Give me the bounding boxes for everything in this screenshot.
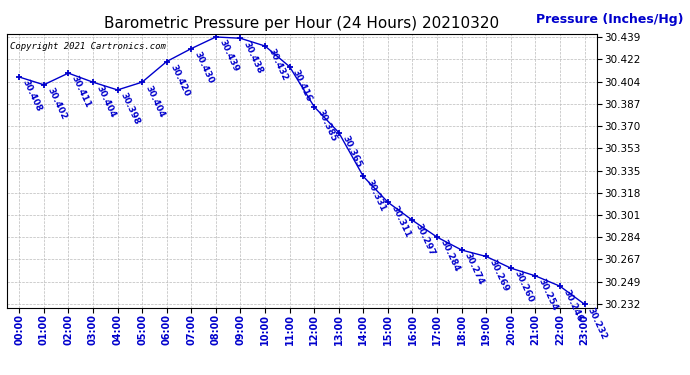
Text: 30.408: 30.408 <box>21 78 43 114</box>
Text: 30.438: 30.438 <box>241 40 264 75</box>
Text: 30.260: 30.260 <box>512 270 535 304</box>
Text: 30.274: 30.274 <box>463 251 486 287</box>
Text: 30.311: 30.311 <box>389 204 412 239</box>
Text: 30.404: 30.404 <box>95 84 117 119</box>
Text: 30.439: 30.439 <box>217 38 240 74</box>
Text: 30.297: 30.297 <box>414 222 437 257</box>
Text: 30.430: 30.430 <box>193 50 215 85</box>
Text: 30.398: 30.398 <box>119 91 141 126</box>
Text: 30.269: 30.269 <box>488 258 511 293</box>
Text: 30.284: 30.284 <box>438 238 461 274</box>
Text: 30.331: 30.331 <box>365 178 388 213</box>
Text: 30.416: 30.416 <box>291 68 314 103</box>
Text: 30.420: 30.420 <box>168 63 191 98</box>
Text: 30.385: 30.385 <box>315 108 338 143</box>
Text: 30.246: 30.246 <box>562 288 584 323</box>
Text: 30.411: 30.411 <box>70 75 92 110</box>
Text: Copyright 2021 Cartronics.com: Copyright 2021 Cartronics.com <box>10 42 166 51</box>
Text: 30.365: 30.365 <box>340 134 363 169</box>
Text: 30.254: 30.254 <box>537 277 560 312</box>
Text: 30.402: 30.402 <box>45 86 68 121</box>
Text: Pressure (Inches/Hg): Pressure (Inches/Hg) <box>535 13 683 26</box>
Text: 30.404: 30.404 <box>144 84 166 119</box>
Text: 30.232: 30.232 <box>586 306 609 341</box>
Title: Barometric Pressure per Hour (24 Hours) 20210320: Barometric Pressure per Hour (24 Hours) … <box>104 16 500 31</box>
Text: 30.432: 30.432 <box>266 47 289 82</box>
